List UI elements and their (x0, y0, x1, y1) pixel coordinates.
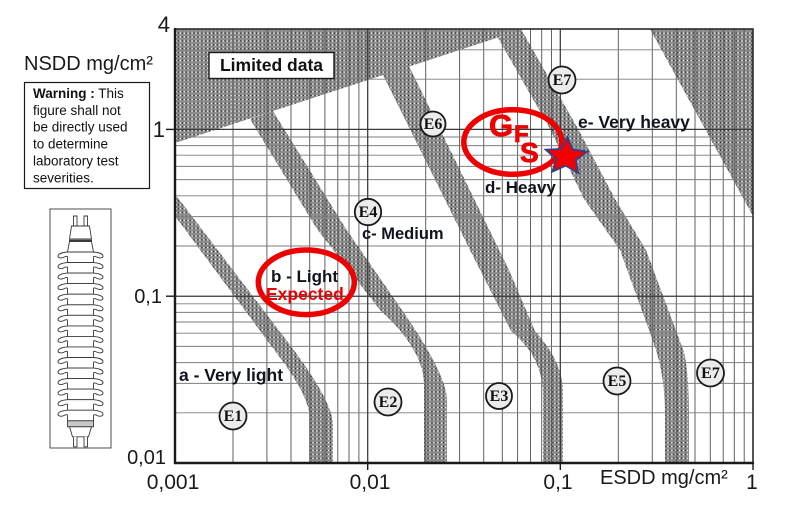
svg-text:E1: E1 (224, 408, 243, 425)
svg-text:c- Medium: c- Medium (362, 225, 444, 243)
svg-text:0,1: 0,1 (134, 286, 162, 308)
svg-text:e- Very heavy: e- Very heavy (578, 112, 690, 132)
svg-text:S: S (520, 137, 539, 168)
svg-text:figure shall not: figure shall not (33, 103, 121, 118)
svg-text:laboratory test: laboratory test (33, 154, 119, 169)
svg-text:0,001: 0,001 (147, 471, 200, 494)
svg-text:0,01: 0,01 (127, 447, 166, 469)
svg-text:NSDD mg/cm²: NSDD mg/cm² (24, 53, 153, 75)
svg-text:E6: E6 (424, 116, 443, 133)
svg-text:to determine: to determine (33, 137, 108, 152)
svg-text:1: 1 (153, 117, 165, 142)
svg-text:ESDD mg/cm²: ESDD mg/cm² (600, 467, 728, 489)
svg-text:E3: E3 (490, 388, 509, 405)
svg-text:E5: E5 (608, 373, 627, 390)
svg-text:0,1: 0,1 (543, 471, 572, 494)
svg-text:E2: E2 (379, 394, 398, 411)
svg-text:d- Heavy: d- Heavy (485, 178, 556, 197)
svg-text:Warning : This: Warning : This (33, 86, 124, 101)
svg-text:severities.: severities. (33, 170, 94, 185)
svg-text:G: G (489, 108, 513, 143)
svg-text:4: 4 (158, 12, 170, 37)
svg-text:1: 1 (746, 471, 758, 494)
svg-text:F: F (514, 121, 529, 148)
svg-text:b - Light: b - Light (271, 267, 338, 286)
svg-text:0,01: 0,01 (350, 471, 391, 494)
svg-text:E4: E4 (359, 204, 378, 221)
svg-text:Limited data: Limited data (220, 55, 323, 75)
svg-text:E7: E7 (701, 365, 720, 382)
svg-text:E7: E7 (553, 72, 572, 89)
svg-text:Expected: Expected (266, 284, 344, 304)
svg-text:be directly used: be directly used (33, 120, 128, 135)
svg-text:a - Very light: a - Very light (179, 365, 283, 385)
